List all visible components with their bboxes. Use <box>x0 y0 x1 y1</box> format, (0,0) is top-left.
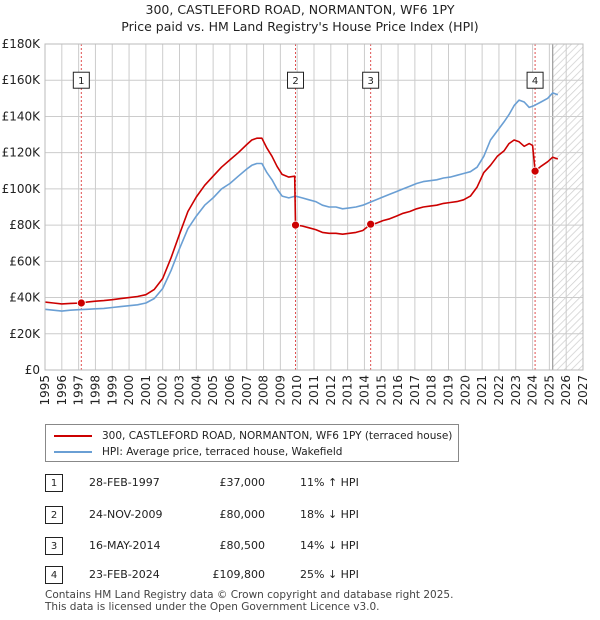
x-tick-label: 2020 <box>458 375 472 406</box>
x-tick-label: 2002 <box>156 375 170 406</box>
y-tick-label: £60K <box>9 254 41 268</box>
sale-number-box <box>526 71 544 89</box>
chart-legend: 300, CASTLEFORD ROAD, NORMANTON, WF6 1PY… <box>45 424 459 462</box>
price-chart: 1 2 3 4 £0 £20K £40K £60K £80K £100K £120K £140K £1… <box>2 37 590 406</box>
x-tick-label: 2026 <box>559 375 573 406</box>
x-tick-label: 1996 <box>55 375 69 406</box>
y-tick-label: £40K <box>9 291 41 305</box>
x-tick-label: 2019 <box>442 375 456 406</box>
x-tick-label: 1995 <box>38 375 52 406</box>
transaction-number: 3 <box>45 537 63 555</box>
transaction-date: 23-FEB-2024 <box>89 568 160 581</box>
sale-number-box <box>72 71 90 89</box>
transaction-hpi-diff: 14% ↓ HPI <box>300 539 359 552</box>
sale-number-label: 2 <box>292 76 298 87</box>
legend-item-property: 300, CASTLEFORD ROAD, NORMANTON, WF6 1PY… <box>54 429 452 443</box>
x-tick-label: 2001 <box>139 375 153 406</box>
legend-swatch-hpi <box>54 451 92 453</box>
footer-copyright: Contains HM Land Registry data © Crown c… <box>45 589 454 601</box>
y-tick-label: £140K <box>2 109 42 123</box>
chart-subtitle: Price paid vs. HM Land Registry's House … <box>121 19 479 34</box>
x-tick-label: 2022 <box>492 375 506 406</box>
y-tick-label: £20K <box>9 327 41 341</box>
x-tick-label: 2004 <box>189 375 203 406</box>
x-tick-label: 2012 <box>324 375 338 406</box>
x-tick-label: 2027 <box>576 375 590 406</box>
y-tick-label: £160K <box>2 73 42 87</box>
transaction-row: 4 23-FEB-2024 £109,800 25% ↓ HPI <box>45 566 565 586</box>
x-tick-label: 2018 <box>425 375 439 406</box>
transaction-hpi-diff: 11% ↑ HPI <box>300 476 359 489</box>
y-tick-label: £80K <box>9 218 41 232</box>
x-tick-label: 2006 <box>223 375 237 406</box>
sale-number-label: 3 <box>367 76 373 87</box>
x-tick-label: 1998 <box>88 375 102 406</box>
y-tick-label: £180K <box>2 37 42 51</box>
x-tick-label: 2007 <box>240 375 254 406</box>
sale-point <box>366 219 376 229</box>
x-tick-label: 2025 <box>542 375 556 406</box>
sale-number-label: 1 <box>78 76 84 87</box>
transaction-date: 24-NOV-2009 <box>89 508 163 521</box>
x-tick-label: 2017 <box>408 375 422 406</box>
x-tick-label: 2024 <box>526 375 540 406</box>
x-tick-label: 2021 <box>475 375 489 406</box>
legend-swatch-property <box>54 435 92 437</box>
transaction-date: 28-FEB-1997 <box>89 476 160 489</box>
legend-item-hpi: HPI: Average price, terraced house, Wake… <box>54 445 342 459</box>
x-tick-label: 2009 <box>273 375 287 406</box>
x-tick-label: 2005 <box>206 375 220 406</box>
x-tick-label: 2010 <box>290 375 304 406</box>
transaction-number: 4 <box>45 566 63 584</box>
transaction-date: 16-MAY-2014 <box>89 539 161 552</box>
x-tick-label: 2023 <box>509 375 523 406</box>
transaction-price: £109,800 <box>212 568 266 581</box>
transaction-number: 2 <box>45 506 63 524</box>
x-tick-label: 2016 <box>391 375 405 406</box>
transaction-hpi-diff: 18% ↓ HPI <box>300 508 359 521</box>
plot-frame <box>44 43 584 371</box>
y-tick-label: £100K <box>2 182 42 196</box>
x-tick-label: 2014 <box>357 375 371 406</box>
x-tick-label: 2011 <box>307 375 321 406</box>
x-tick-label: 2013 <box>341 375 355 406</box>
x-tick-label: 2015 <box>374 375 388 406</box>
legend-label-hpi: HPI: Average price, terraced house, Wake… <box>102 446 343 458</box>
x-tick-label: 2003 <box>173 375 187 406</box>
transaction-hpi-diff: 25% ↓ HPI <box>300 568 359 581</box>
transaction-row: 2 24-NOV-2009 £80,000 18% ↓ HPI <box>45 506 565 526</box>
property-series-line <box>44 137 559 305</box>
transaction-price: £80,000 <box>219 508 266 521</box>
forecast-region <box>552 44 583 370</box>
sale-number-box <box>362 71 380 89</box>
x-tick-label: 1999 <box>105 375 119 406</box>
y-tick-label: £120K <box>2 146 42 160</box>
sale-number-label: 4 <box>532 76 538 87</box>
transaction-price: £80,500 <box>219 539 266 552</box>
hpi-series-line <box>44 92 559 312</box>
transaction-row: 3 16-MAY-2014 £80,500 14% ↓ HPI <box>45 537 565 557</box>
sale-point <box>530 166 540 176</box>
sale-number-box <box>287 71 305 89</box>
transaction-row: 1 28-FEB-1997 £37,000 11% ↑ HPI <box>45 474 565 494</box>
sale-point <box>76 298 86 308</box>
chart-title: 300, CASTLEFORD ROAD, NORMANTON, WF6 1PY <box>145 2 455 17</box>
transaction-price: £37,000 <box>219 476 266 489</box>
transaction-number: 1 <box>45 474 63 492</box>
y-tick-label: £0 <box>25 363 40 377</box>
legend-label-property: 300, CASTLEFORD ROAD, NORMANTON, WF6 1PY… <box>102 430 453 442</box>
sale-point <box>291 220 300 230</box>
footer-licence: This data is licensed under the Open Gov… <box>45 601 380 613</box>
x-tick-label: 1997 <box>72 375 86 406</box>
x-tick-label: 2008 <box>257 375 271 406</box>
x-tick-label: 2000 <box>122 375 136 406</box>
